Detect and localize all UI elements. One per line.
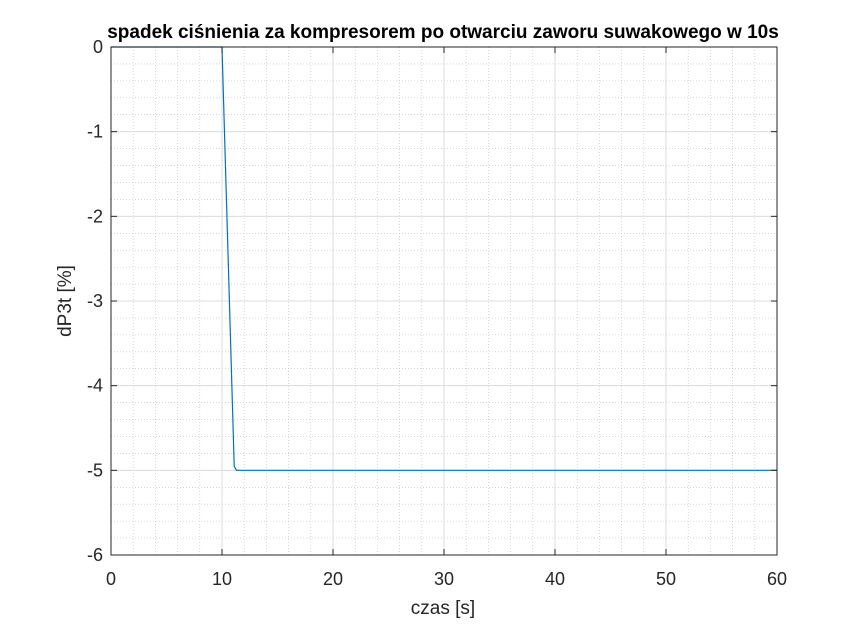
y-tick-label: 0 — [93, 37, 103, 57]
y-tick-label: -5 — [87, 460, 103, 480]
y-tick-label: -4 — [87, 376, 103, 396]
y-tick-label: -6 — [87, 545, 103, 565]
y-axis-label: dP3t [%] — [55, 265, 76, 337]
x-tick-label: 60 — [767, 569, 787, 589]
x-tick-label: 50 — [656, 569, 676, 589]
x-tick-label: 10 — [212, 569, 232, 589]
y-tick-label: -3 — [87, 291, 103, 311]
chart-title: spadek ciśnienia za kompresorem po otwar… — [107, 22, 779, 43]
y-axis-ticks: 0 -1 -2 -3 -4 -5 -6 — [87, 37, 777, 565]
x-tick-label: 20 — [323, 569, 343, 589]
y-tick-label: -2 — [87, 206, 103, 226]
y-tick-label: -1 — [87, 122, 103, 142]
x-tick-label: 40 — [545, 569, 565, 589]
x-axis-ticks: 0 10 20 30 40 50 60 — [106, 47, 787, 589]
x-axis-label: czas [s] — [411, 598, 475, 619]
x-tick-label: 30 — [434, 569, 454, 589]
x-tick-label: 0 — [106, 569, 116, 589]
